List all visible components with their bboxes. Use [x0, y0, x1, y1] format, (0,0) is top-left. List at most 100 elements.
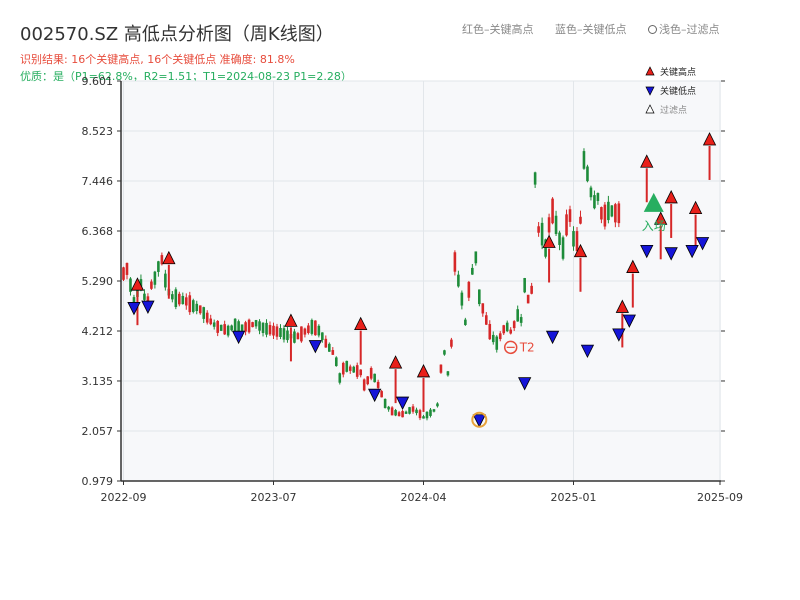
candle-body: [282, 328, 286, 340]
key-high-marker: [664, 190, 678, 204]
candle-body: [519, 317, 523, 323]
candle-body: [150, 281, 153, 289]
candle-body: [436, 403, 439, 407]
candle-body: [230, 325, 233, 331]
top-legend: 红色–关键高点 蓝色–关键低点 浅色–过滤点: [462, 21, 738, 37]
candle-body: [373, 373, 376, 383]
candle-body: [387, 406, 390, 410]
candle-body: [254, 320, 258, 327]
candle-body: [498, 333, 502, 340]
candle-body: [453, 252, 457, 272]
candle-body: [582, 151, 586, 169]
candle-body: [233, 318, 237, 333]
buy-circle-marker: [471, 411, 488, 428]
x-tick-label: 2025-01: [551, 491, 597, 504]
key-high-marker: [542, 234, 556, 248]
candle-body: [226, 325, 230, 336]
key-low-marker: [127, 302, 141, 316]
candle-body: [505, 322, 509, 332]
candle-body: [251, 322, 254, 328]
candle-body: [321, 332, 324, 340]
candle-body: [275, 326, 279, 337]
candle-body: [394, 410, 397, 416]
candle-body: [589, 187, 593, 198]
candle-body: [286, 330, 289, 341]
key-high-marker: [640, 154, 654, 168]
candle-body: [359, 369, 363, 376]
candle-body: [223, 324, 226, 335]
key-high-marker: [416, 364, 431, 378]
candle-body: [397, 412, 401, 417]
legend-high-icon: [645, 66, 655, 76]
candle-body: [171, 294, 174, 300]
candle-body: [408, 407, 411, 414]
candle-body: [383, 398, 387, 408]
quality-summary: 优质：是（P1=62.8%，R2=1.51；T1=2024-08-23 P1=2…: [20, 70, 352, 83]
candle-body: [575, 231, 579, 252]
key-low-marker: [368, 388, 382, 403]
candle-body: [164, 273, 167, 288]
candle-body: [212, 322, 216, 327]
candle-body: [143, 293, 146, 300]
candle-body: [376, 381, 380, 388]
candle-body: [481, 303, 485, 314]
candle-body: [425, 411, 429, 419]
entry-marker: [643, 192, 664, 212]
candle-body: [334, 357, 338, 367]
candle-body: [317, 325, 321, 336]
candle-body: [348, 366, 352, 371]
candle-body: [484, 315, 488, 325]
y-tick-label: 7.446: [82, 175, 114, 188]
candle-body: [174, 289, 178, 307]
legend-label: 关键低点: [660, 85, 696, 97]
y-tick-label: 6.368: [82, 225, 114, 238]
candle-body: [314, 320, 317, 336]
candle-body: [153, 271, 157, 285]
candle-body: [467, 281, 471, 298]
candle-body: [244, 322, 247, 332]
candle-body: [544, 239, 547, 257]
legend-red-text: 红色–关键高点: [462, 23, 534, 36]
candle-body: [157, 261, 160, 272]
key-low-marker: [141, 300, 155, 314]
candle-body: [568, 209, 572, 222]
result-summary: 识别结果: 16个关键高点, 16个关键低点 准确度: 81.8%: [20, 53, 295, 66]
candle-body: [526, 294, 530, 304]
candle-body: [303, 328, 307, 335]
candle-body: [460, 292, 464, 306]
x-tick-label: 2024-04: [401, 491, 447, 504]
key-high-marker: [626, 259, 640, 273]
candle-body: [129, 278, 132, 292]
candle-body: [125, 262, 129, 275]
candle-body: [533, 172, 537, 185]
candle-body: [300, 326, 303, 342]
t2-marker: [503, 340, 518, 355]
candle-body: [530, 285, 533, 294]
candle-body: [178, 293, 181, 305]
candle-body: [205, 312, 209, 323]
key-low-marker: [664, 247, 678, 261]
candle-body: [488, 323, 492, 340]
candle-body: [258, 321, 261, 331]
candle-body: [296, 333, 300, 340]
candle-body: [219, 324, 223, 331]
candle-body: [415, 409, 418, 414]
candle-body: [202, 307, 206, 319]
candle-body: [439, 364, 443, 373]
candle-body: [617, 203, 621, 224]
candle-body: [362, 379, 366, 391]
candle-body: [471, 267, 474, 275]
key-high-marker: [162, 250, 176, 265]
candle-body: [502, 325, 506, 334]
candle-body: [610, 205, 614, 217]
x-tick-label: 2025-09: [697, 491, 743, 504]
candles: [122, 148, 621, 421]
candle-body: [565, 214, 568, 236]
candle-body: [464, 319, 467, 325]
candle-body: [181, 295, 185, 305]
candle-body: [307, 325, 310, 334]
x-tick-label: 2023-07: [251, 491, 297, 504]
key-high-marker: [573, 243, 588, 258]
